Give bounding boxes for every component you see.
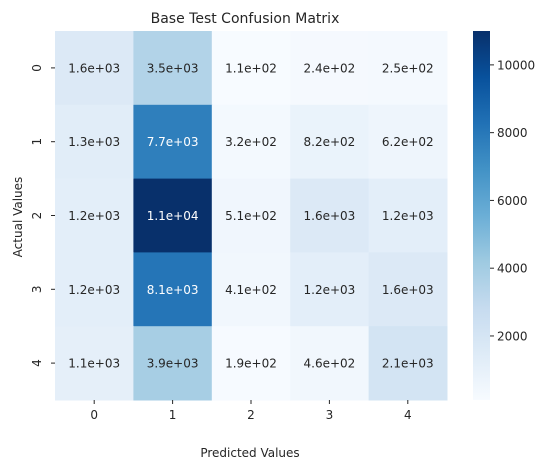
- heatmap-cell: [290, 178, 370, 253]
- y-tick-label: 1: [30, 138, 44, 146]
- colorbar-ticks: 2000 4000 6000 8000 10000: [490, 58, 535, 343]
- heatmap-cell-label: 4.1e+02: [225, 283, 277, 297]
- y-tick-label: 0: [30, 64, 44, 72]
- heatmap-cell-label: 1.2e+03: [382, 209, 434, 223]
- heatmap-cell-label: 1.2e+03: [304, 283, 356, 297]
- heatmap-cell-label: 8.1e+03: [147, 283, 199, 297]
- heatmap-cell-label: 1.9e+02: [225, 357, 277, 371]
- heatmap-cell-label: 8.2e+02: [304, 135, 356, 149]
- heatmap-cell-label: 1.6e+03: [382, 283, 434, 297]
- heatmap-cell-label: 1.6e+03: [68, 61, 120, 75]
- heatmap-cell: [368, 104, 448, 180]
- heatmap-cell-label: 1.2e+03: [68, 283, 120, 297]
- heatmap-cell: [133, 31, 213, 106]
- heatmap-cell: [133, 326, 213, 401]
- heatmap-cell-label: 1.1e+04: [147, 209, 199, 223]
- heatmap-cell: [133, 104, 213, 180]
- heatmap-cells: [55, 31, 448, 401]
- x-axis-ticks: 0 1 2 3 4: [90, 400, 412, 422]
- heatmap-cell-label: 1.3e+03: [68, 135, 120, 149]
- heatmap-cell-label: 1.6e+03: [304, 209, 356, 223]
- x-tick-label: 0: [90, 408, 98, 422]
- heatmap-cell: [211, 178, 291, 253]
- heatmap-cell: [133, 178, 213, 253]
- colorbar: [473, 31, 490, 400]
- heatmap-cell-label: 2.1e+03: [382, 357, 434, 371]
- heatmap-cell-label: 3.9e+03: [147, 357, 199, 371]
- colorbar-tick-label: 10000: [497, 58, 535, 72]
- y-axis-ticks: 0 1 2 3 4: [30, 64, 55, 367]
- heatmap-cell: [55, 252, 134, 327]
- heatmap-cell: [211, 104, 291, 180]
- heatmap-cell-label: 4.6e+02: [304, 357, 356, 371]
- heatmap-cell-label: 7.7e+03: [147, 135, 199, 149]
- x-axis-label: Predicted Values: [200, 446, 299, 460]
- colorbar-tick-label: 8000: [497, 126, 528, 140]
- heatmap-cell: [290, 326, 370, 401]
- heatmap-cell-label: 2.4e+02: [304, 61, 356, 75]
- heatmap-cell-label: 5.1e+02: [225, 209, 277, 223]
- colorbar-tick-label: 4000: [497, 262, 528, 276]
- heatmap-cell: [211, 252, 291, 327]
- x-tick-label: 1: [169, 408, 177, 422]
- colorbar-tick-label: 6000: [497, 194, 528, 208]
- heatmap-cell: [368, 326, 448, 401]
- heatmap-cell-label: 1.1e+03: [68, 357, 120, 371]
- x-tick-label: 3: [326, 408, 334, 422]
- heatmap-cell: [368, 178, 448, 253]
- x-tick-label: 4: [404, 408, 412, 422]
- heatmap-cell-label: 1.1e+02: [225, 61, 277, 75]
- y-tick-label: 4: [30, 359, 44, 367]
- heatmap-cell: [133, 252, 213, 327]
- heatmap-cell-label: 3.5e+03: [147, 61, 199, 75]
- heatmap-cell: [368, 252, 448, 327]
- y-tick-label: 2: [30, 212, 44, 220]
- heatmap-cell-label: 2.5e+02: [382, 61, 434, 75]
- x-tick-label: 2: [247, 408, 255, 422]
- heatmap-cell: [211, 326, 291, 401]
- heatmap-cell-labels: 1.6e+03 3.5e+03 1.1e+02 2.4e+02 2.5e+02 1.3e+…: [68, 61, 433, 370]
- chart-title: Base Test Confusion Matrix: [151, 11, 340, 27]
- heatmap-cell-label: 6.2e+02: [382, 135, 434, 149]
- heatmap-cell: [55, 178, 134, 253]
- heatmap-cell: [55, 326, 134, 401]
- heatmap-cell: [290, 252, 370, 327]
- heatmap-cell: [211, 31, 291, 106]
- y-tick-label: 3: [30, 285, 44, 293]
- colorbar-tick-label: 2000: [497, 329, 528, 343]
- heatmap-cell: [368, 31, 448, 106]
- heatmap-cell: [55, 31, 134, 106]
- heatmap-cell: [290, 104, 370, 180]
- heatmap-cell-label: 1.2e+03: [68, 209, 120, 223]
- heatmap-cell-label: 3.2e+02: [225, 135, 277, 149]
- heatmap-cell: [55, 104, 134, 180]
- heatmap-cell: [290, 31, 370, 106]
- y-axis-label: Actual Values: [11, 177, 25, 258]
